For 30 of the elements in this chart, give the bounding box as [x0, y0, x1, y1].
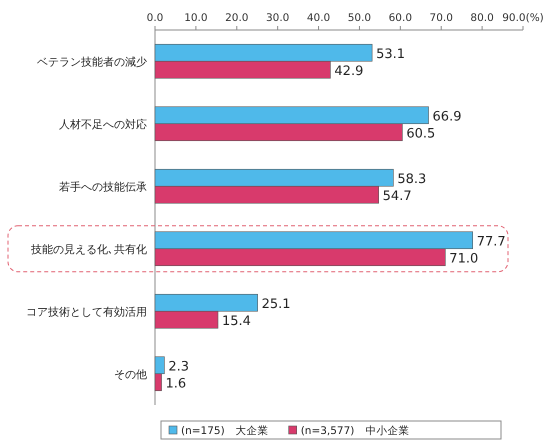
x-tick-label: 0.0 — [146, 12, 164, 24]
x-tick-label: 50.0 — [348, 12, 372, 24]
data-label: 15.4 — [222, 314, 251, 329]
y-tick-label: その他 — [114, 368, 147, 381]
x-tick-label: 70.0 — [430, 12, 453, 24]
data-label: 66.9 — [432, 109, 462, 124]
data-label: 77.7 — [476, 234, 506, 250]
data-label: 25.1 — [262, 296, 291, 312]
x-tick-label: 40.0 — [306, 12, 330, 24]
data-label: 71.0 — [449, 251, 478, 266]
x-tick-label: 60.0 — [388, 12, 412, 24]
legend-label: (n=3,577) 中小企業 — [300, 424, 410, 437]
y-tick-label: コア技術として有効活用 — [26, 305, 147, 318]
x-tick-label: 90.0(%) — [502, 12, 544, 24]
data-label: 53.1 — [376, 46, 406, 62]
data-label: 60.5 — [406, 126, 436, 142]
y-tick-label: 人材不足への対応 — [59, 118, 147, 131]
data-label: 2.3 — [168, 359, 190, 374]
x-tick-label: 30.0 — [266, 12, 290, 24]
x-tick-label: 80.0 — [470, 12, 494, 24]
data-label: 58.3 — [397, 172, 426, 187]
data-label: 42.9 — [334, 64, 364, 79]
x-tick-label: 10.0 — [184, 12, 208, 24]
y-tick-label: 技能の見える化､共有化 — [30, 242, 147, 256]
data-label: 54.7 — [382, 188, 412, 204]
y-tick-label: 若手への技能伝承 — [59, 180, 147, 194]
y-tick-label: ベテラン技能者の減少 — [37, 55, 147, 68]
data-label: 1.6 — [166, 376, 186, 392]
legend-label: (n=175) 大企業 — [181, 424, 269, 437]
x-tick-label: 20.0 — [225, 12, 248, 24]
